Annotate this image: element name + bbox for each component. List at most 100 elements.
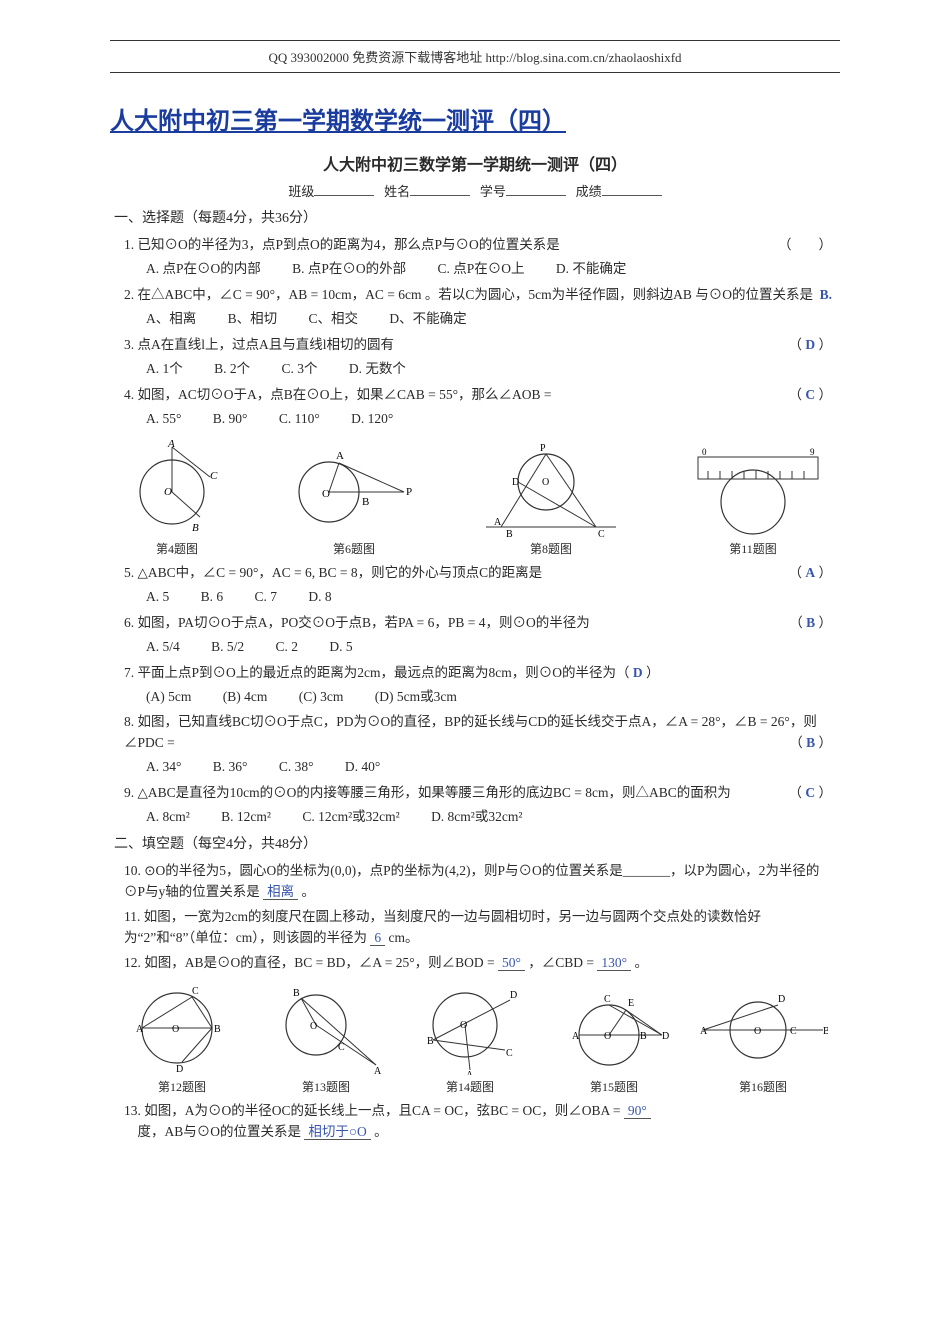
svg-text:0: 0	[702, 447, 707, 457]
fig8: O P D A B C 第8题图	[476, 437, 626, 559]
svg-text:C: C	[210, 470, 218, 482]
main-title: 人大附中初三第一学期数学统一测评（四）	[110, 101, 840, 136]
q2-text: 2. 在△ABC中，∠C = 90°，AB = 10cm，AC = 6cm 。若…	[124, 287, 813, 302]
svg-text:O: O	[172, 1024, 179, 1035]
q6-text: 6. 如图，PA切⊙O于点A，PO交⊙O于点B，若PA = 6，PB = 4，则…	[124, 615, 590, 630]
q1-optD: D. 不能确定	[556, 258, 627, 281]
field-class-label: 班级	[288, 184, 314, 199]
q11: 11. 如图，一宽为2cm的刻度尺在圆上移动，当刻度尺的一边与圆相切时，另一边与…	[124, 907, 836, 949]
q7-text: 7. 平面上点P到⊙O上的最近点的距离为2cm，最远点的距离为8cm，则⊙O的半…	[124, 665, 630, 680]
svg-text:D: D	[510, 990, 517, 1001]
fig16-svg: A O C B D	[698, 980, 828, 1075]
q7-annot: D	[633, 665, 643, 680]
q13-tail: 。	[374, 1124, 388, 1139]
q1-text: 1. 已知⊙O的半径为3，点P到点O的距离为4，那么点P与⊙O的位置关系是	[124, 237, 560, 252]
fig8-cap: 第8题图	[476, 539, 626, 559]
svg-text:C: C	[598, 529, 605, 537]
q2-optB: B、相切	[228, 308, 278, 331]
fig8-svg: O P D A B C	[476, 437, 626, 537]
q3-optD: D. 无数个	[349, 358, 406, 381]
q13-text2: 度，AB与⊙O的位置关系是	[138, 1124, 302, 1139]
q5-optA: A. 5	[146, 586, 169, 609]
q4-optB: B. 90°	[213, 408, 248, 431]
q12-mid: ，∠CBD =	[528, 955, 594, 970]
fig14-cap: 第14题图	[410, 1077, 530, 1097]
q9-paren: （ C ）	[789, 783, 833, 804]
q6-optC: C. 2	[276, 636, 299, 659]
q2-optD: D、不能确定	[389, 308, 466, 331]
svg-text:A: A	[700, 1026, 708, 1037]
svg-text:B: B	[823, 1026, 828, 1037]
fig6-cap: 第6题图	[284, 539, 424, 559]
q4-optD: D. 120°	[351, 408, 393, 431]
q4: 4. 如图，AC切⊙O于A，点B在⊙O上，如果∠CAB = 55°，那么∠AOB…	[124, 385, 836, 406]
q2-optC: C、相交	[309, 308, 359, 331]
fig13-cap: 第13题图	[266, 1077, 386, 1097]
q4-annot: C	[805, 387, 815, 402]
svg-text:B: B	[506, 529, 513, 537]
svg-text:B: B	[640, 1031, 647, 1042]
q8-annot: B	[806, 735, 815, 750]
svg-text:B: B	[214, 1024, 221, 1035]
svg-text:C: C	[506, 1048, 513, 1059]
q4-paren: （ C ）	[789, 385, 833, 406]
svg-text:O: O	[754, 1026, 761, 1037]
q8-optD: D. 40°	[345, 756, 380, 779]
svg-text:C: C	[192, 986, 199, 997]
q13-text1: 13. 如图，A为⊙O的半径OC的延长线上一点，且CA = OC，弦BC = O…	[124, 1103, 621, 1118]
blank-number	[506, 182, 566, 196]
q3-optC: C. 3个	[282, 358, 318, 381]
q12-tail: 。	[634, 955, 648, 970]
q5-text: 5. △ABC中，∠C = 90°，AC = 6, BC = 8，则它的外心与顶…	[124, 565, 542, 580]
q9-optA: A. 8cm²	[146, 806, 190, 829]
q6-annot: B	[806, 615, 815, 630]
q13: 13. 如图，A为⊙O的半径OC的延长线上一点，且CA = OC，弦BC = O…	[124, 1101, 836, 1143]
q8-optA: A. 34°	[146, 756, 181, 779]
q5-optC: C. 7	[255, 586, 278, 609]
q8-options: A. 34° B. 36° C. 38° D. 40°	[146, 756, 836, 779]
q2-annot: B.	[820, 285, 832, 306]
q9-options: A. 8cm² B. 12cm² C. 12cm²或32cm² D. 8cm²或…	[146, 806, 836, 829]
q6-options: A. 5/4 B. 5/2 C. 2 D. 5	[146, 636, 836, 659]
section2-heading: 二、填空题（每空4分，共48分）	[114, 833, 836, 857]
svg-text:A: A	[466, 1070, 474, 1075]
q3-optA: A. 1个	[146, 358, 183, 381]
q7-optA: (A) 5cm	[146, 686, 191, 709]
q8-optB: B. 36°	[213, 756, 248, 779]
q13-ans1: 90°	[624, 1103, 651, 1119]
fig6-svg: O A B P	[284, 437, 424, 537]
top-rule-2	[110, 72, 840, 73]
fig11-cap: 第11题图	[678, 539, 828, 559]
fig11-svg: 0 9	[678, 437, 828, 537]
fig12-cap: 第12题图	[122, 1077, 242, 1097]
q4-text: 4. 如图，AC切⊙O于A，点B在⊙O上，如果∠CAB = 55°，那么∠AOB…	[124, 387, 552, 402]
q10-text: 10. ⊙O的半径为5，圆心O的坐标为(0,0)，点P的坐标为(4,2)，则P与…	[124, 863, 819, 899]
fig13-svg: O C A B	[266, 980, 386, 1075]
q6-optB: B. 5/2	[211, 636, 244, 659]
q2-optA: A、相离	[146, 308, 196, 331]
figure-row-1: O A C B 第4题图 O A B P 第6题图	[122, 437, 828, 559]
svg-text:B: B	[427, 1036, 434, 1047]
svg-text:O: O	[164, 486, 172, 498]
q9-optD: D. 8cm²或32cm²	[431, 806, 522, 829]
q1-optA: A. 点P在⊙O的内部	[146, 258, 261, 281]
svg-text:C: C	[338, 1042, 345, 1053]
q4-optC: C. 110°	[279, 408, 320, 431]
q12-ans1: 50°	[498, 955, 525, 971]
fig11: 0 9 第11题图	[678, 437, 828, 559]
fig13: O C A B 第13题图	[266, 980, 386, 1097]
top-rule-1	[110, 40, 840, 41]
q3-optB: B. 2个	[214, 358, 250, 381]
q12-ans2: 130°	[597, 955, 631, 971]
svg-text:A: A	[494, 517, 502, 528]
q9-optC: C. 12cm²或32cm²	[302, 806, 399, 829]
q3-paren: （ D ）	[789, 335, 833, 356]
q8-text: 8. 如图，已知直线BC切⊙O于点C，PD为⊙O的直径，BP的延长线与CD的延长…	[124, 714, 817, 750]
fig16: A O C B D 第16题图	[698, 980, 828, 1097]
blank-class	[314, 182, 374, 196]
q5-annot: A	[805, 565, 815, 580]
fig12-svg: O A B C D	[122, 980, 242, 1075]
q7-optC: (C) 3cm	[299, 686, 344, 709]
figure-row-2: O A B C D 第12题图 O C A B	[122, 980, 828, 1097]
svg-text:P: P	[540, 443, 546, 454]
